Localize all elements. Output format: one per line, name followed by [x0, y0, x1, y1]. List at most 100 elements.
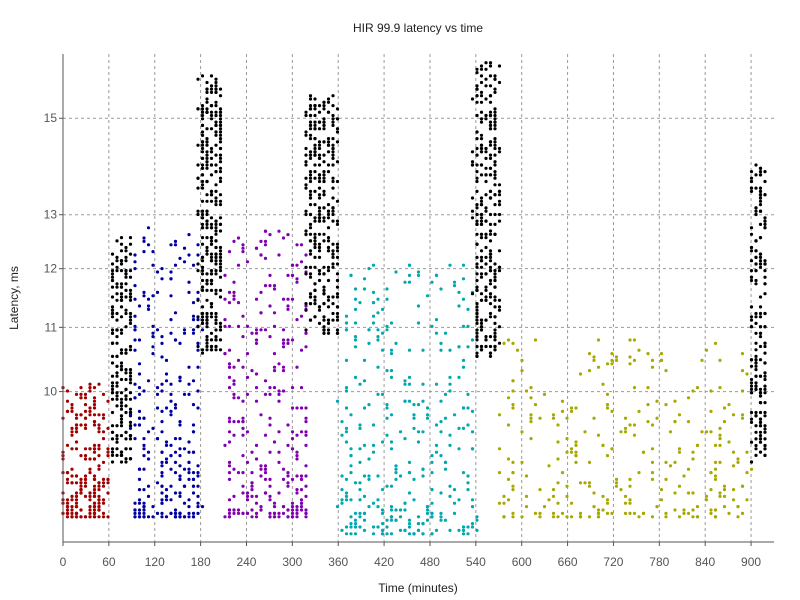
data-point [407, 532, 412, 536]
data-point [124, 447, 128, 451]
data-point [92, 501, 97, 505]
data-point [70, 474, 74, 478]
data-point [92, 423, 97, 427]
data-point [304, 229, 308, 233]
data-point [470, 150, 475, 154]
data-point [322, 219, 326, 223]
grid [63, 54, 774, 542]
data-point [605, 498, 610, 502]
data-point [493, 321, 497, 325]
data-point [97, 443, 101, 447]
data-point [317, 153, 322, 157]
data-point [232, 420, 236, 424]
data-point [88, 491, 92, 495]
data-point [493, 278, 497, 283]
data-point [754, 331, 758, 335]
data-point [632, 423, 637, 427]
data-point [83, 396, 88, 400]
data-point [101, 392, 106, 396]
data-point [74, 494, 79, 498]
data-point [119, 249, 124, 253]
data-point [317, 179, 322, 184]
data-point [745, 498, 749, 502]
data-point [605, 403, 610, 407]
data-point [317, 245, 322, 250]
data-point [70, 508, 74, 512]
data-point [259, 505, 263, 509]
data-point [227, 301, 232, 305]
data-point [313, 295, 317, 299]
data-point [493, 143, 497, 147]
data-point [736, 460, 740, 464]
data-point [439, 399, 443, 403]
data-point [317, 143, 322, 147]
data-point [290, 263, 295, 267]
data-point [119, 397, 124, 401]
data-point [128, 397, 133, 401]
data-point [277, 430, 281, 434]
data-point [479, 146, 484, 151]
data-point [344, 328, 349, 332]
data-point [502, 501, 506, 505]
data-point [758, 203, 763, 207]
data-point [331, 143, 335, 147]
data-point [232, 297, 236, 301]
data-point [281, 338, 286, 342]
data-point [119, 348, 124, 352]
data-point [763, 216, 767, 220]
data-point [169, 409, 173, 413]
data-point [232, 392, 236, 396]
data-point [218, 328, 223, 332]
data-point [493, 170, 497, 174]
data-point [479, 74, 484, 78]
data-point [475, 331, 479, 335]
data-point [299, 508, 304, 512]
data-point [259, 413, 263, 417]
data-point [214, 318, 218, 322]
data-point [164, 443, 169, 447]
data-point [205, 341, 209, 345]
data-point [497, 219, 502, 223]
data-point [295, 454, 299, 458]
data-point [632, 358, 637, 362]
data-point [182, 501, 187, 505]
data-point [106, 515, 110, 519]
data-point [326, 212, 331, 217]
data-point [196, 269, 200, 273]
data-point [335, 242, 340, 246]
data-point [596, 511, 601, 515]
data-point [83, 426, 88, 430]
data-point [371, 423, 376, 427]
data-point [497, 199, 502, 203]
data-point [430, 454, 434, 458]
data-point [763, 222, 767, 226]
data-point [421, 348, 425, 352]
data-point [218, 146, 223, 151]
data-point [349, 515, 353, 519]
data-point [488, 222, 493, 226]
data-point [623, 416, 628, 420]
data-point [407, 382, 412, 386]
data-point [484, 338, 488, 342]
data-point [214, 163, 218, 167]
data-point [538, 511, 542, 515]
data-point [218, 110, 223, 114]
data-point [331, 295, 335, 299]
data-point [479, 348, 484, 352]
data-point [304, 302, 308, 306]
data-point [461, 406, 466, 410]
data-point [232, 290, 236, 294]
data-point [731, 488, 736, 492]
data-point [218, 249, 223, 253]
data-point [110, 275, 115, 279]
data-point [227, 498, 232, 502]
data-point [65, 508, 70, 512]
data-point [254, 457, 259, 461]
data-point [376, 365, 380, 369]
data-point [308, 150, 313, 154]
data-point [479, 265, 484, 269]
data-point [119, 295, 124, 299]
data-point [124, 460, 128, 464]
data-point [286, 341, 290, 345]
data-point [493, 328, 497, 332]
